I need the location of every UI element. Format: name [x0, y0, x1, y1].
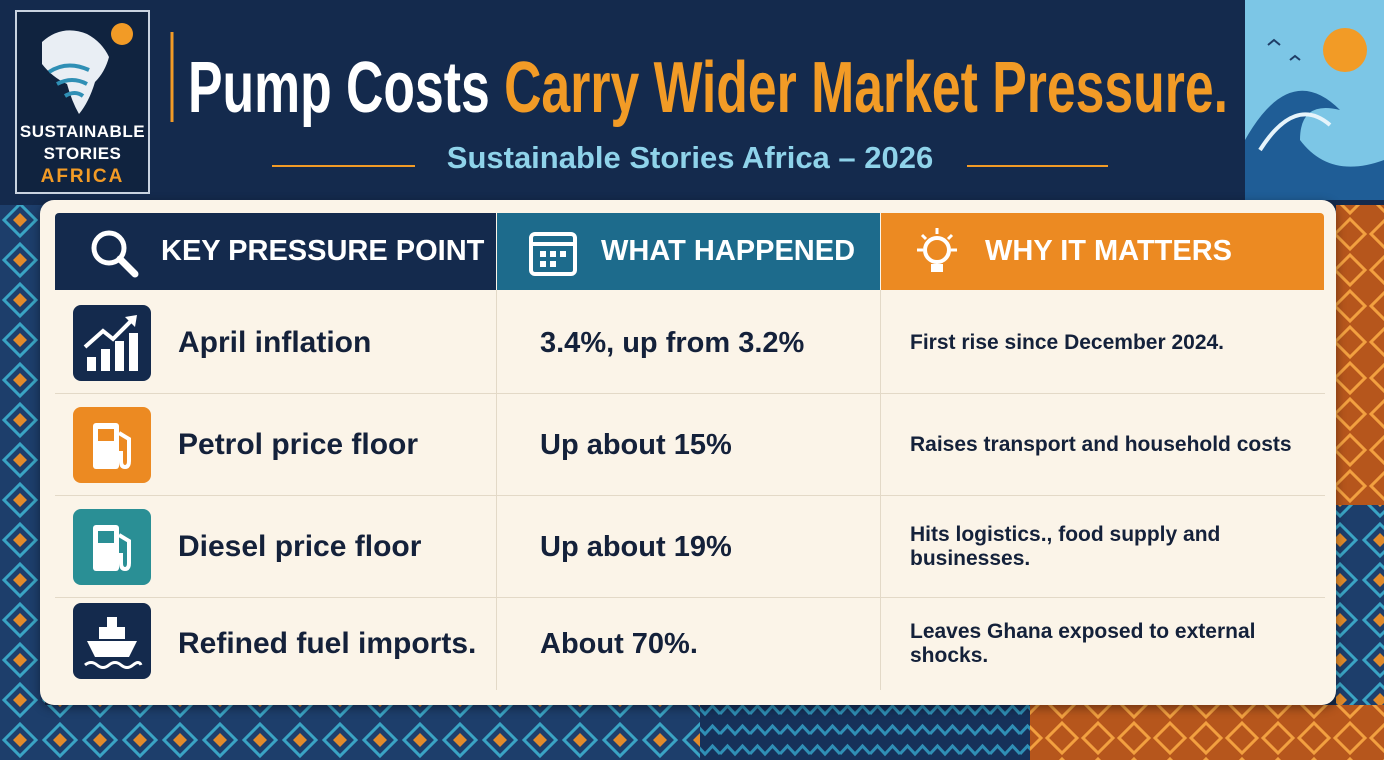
title-orange: Carry Wider Market Pressure.: [504, 48, 1228, 128]
column-header: WHY IT MATTERS: [881, 213, 1324, 290]
header-text: KEY PRESSURE POINT: [161, 235, 485, 267]
why-it-matters: Raises transport and household costs: [910, 433, 1292, 456]
title: Pump Costs Carry Wider Market Pressure.: [188, 48, 1228, 128]
ship-icon: [73, 603, 151, 679]
row-divider: [55, 495, 1325, 496]
pressure-point: April inflation: [178, 326, 372, 359]
column-divider: [880, 290, 881, 690]
title-white: Pump Costs: [188, 48, 490, 128]
what-happened: Up about 15%: [540, 428, 732, 461]
column-header: KEY PRESSURE POINT: [55, 213, 496, 290]
column-header: WHAT HAPPENED: [497, 213, 880, 290]
what-happened: 3.4%, up from 3.2%: [540, 326, 805, 359]
logo-line: AFRICA: [40, 166, 125, 187]
logo-line: STORIES: [43, 144, 122, 163]
logo-graphic: [42, 23, 133, 114]
diesel-icon: [73, 509, 151, 585]
why-it-matters: First rise since December 2024.: [910, 331, 1225, 354]
what-happened: About 70%.: [540, 627, 698, 660]
header-text: WHY IT MATTERS: [985, 235, 1233, 267]
why-it-matters: Leaves Ghana exposed to external shocks.: [910, 620, 1256, 667]
pressure-point: Diesel price floor: [178, 530, 422, 563]
why-it-matters: Hits logistics., food supply and busines…: [910, 523, 1221, 570]
table: KEY PRESSURE POINT WHAT HAPPENED WHY IT …: [40, 200, 1336, 705]
title-text: Pump Costs Carry Wider Market Pressure.: [188, 48, 1228, 128]
subtitle: Sustainable Stories Africa – 2026: [446, 140, 934, 175]
pressure-point: Petrol price floor: [178, 428, 419, 461]
petrol-icon: [73, 407, 151, 483]
calendar-icon: [529, 231, 577, 276]
row-divider: [55, 393, 1325, 394]
what-happened: Up about 19%: [540, 530, 732, 563]
column-divider: [496, 290, 497, 690]
bulb-icon: [917, 227, 957, 272]
logo-line: SUSTAINABLE: [19, 122, 146, 141]
search-icon: [91, 230, 139, 277]
header-text: WHAT HAPPENED: [601, 235, 856, 267]
row-divider: [55, 597, 1325, 598]
pressure-point: Refined fuel imports.: [178, 627, 477, 660]
chart-icon: [73, 305, 151, 381]
logo: SUSTAINABLE STORIES AFRICA: [15, 10, 150, 194]
